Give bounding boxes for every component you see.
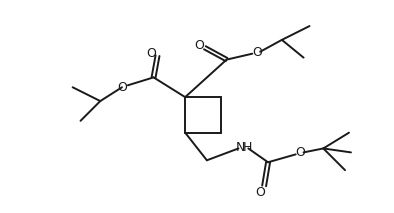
Text: O: O [147,47,156,60]
Text: O: O [252,46,262,59]
Text: O: O [117,81,127,94]
Text: O: O [194,39,204,52]
Text: O: O [296,146,306,159]
Text: H: H [242,141,252,154]
Text: N: N [236,141,245,154]
Text: O: O [255,186,265,199]
